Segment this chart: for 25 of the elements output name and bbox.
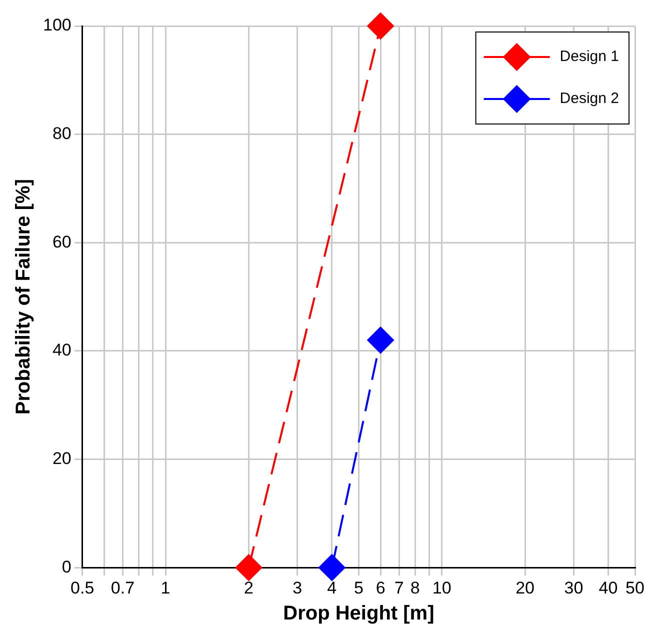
x-tick-label: 7 — [394, 578, 404, 598]
x-tick-label: 10 — [432, 578, 452, 598]
x-tick-label: 50 — [626, 578, 644, 598]
x-tick-label: 5 — [354, 578, 364, 598]
x-tick-label: 3 — [292, 578, 302, 598]
y-axis-title: Probability of Failure [%] — [12, 179, 35, 415]
x-tick-label: 0.5 — [70, 578, 94, 598]
x-tick-label: 20 — [516, 578, 535, 598]
x-tick-label: 6 — [376, 578, 386, 598]
x-tick-label: 8 — [410, 578, 420, 598]
x-tick-label: 30 — [564, 578, 584, 598]
y-tick-label: 20 — [52, 448, 72, 468]
x-axis-title: Drop Height [m] — [283, 602, 434, 625]
y-tick-label: 60 — [52, 232, 72, 252]
x-tick-label: 40 — [598, 578, 618, 598]
legend-label: Design 2 — [560, 90, 619, 108]
x-tick-label: 0.7 — [110, 578, 135, 598]
y-tick-label: 40 — [52, 340, 72, 360]
x-tick-label: 1 — [160, 578, 170, 598]
y-tick-label: 0 — [62, 557, 72, 576]
legend-label: Design 1 — [560, 48, 619, 66]
x-tick-label: 4 — [327, 578, 337, 598]
y-tick-label: 100 — [42, 16, 72, 35]
y-tick-label: 80 — [52, 124, 72, 144]
x-tick-label: 2 — [244, 578, 254, 598]
